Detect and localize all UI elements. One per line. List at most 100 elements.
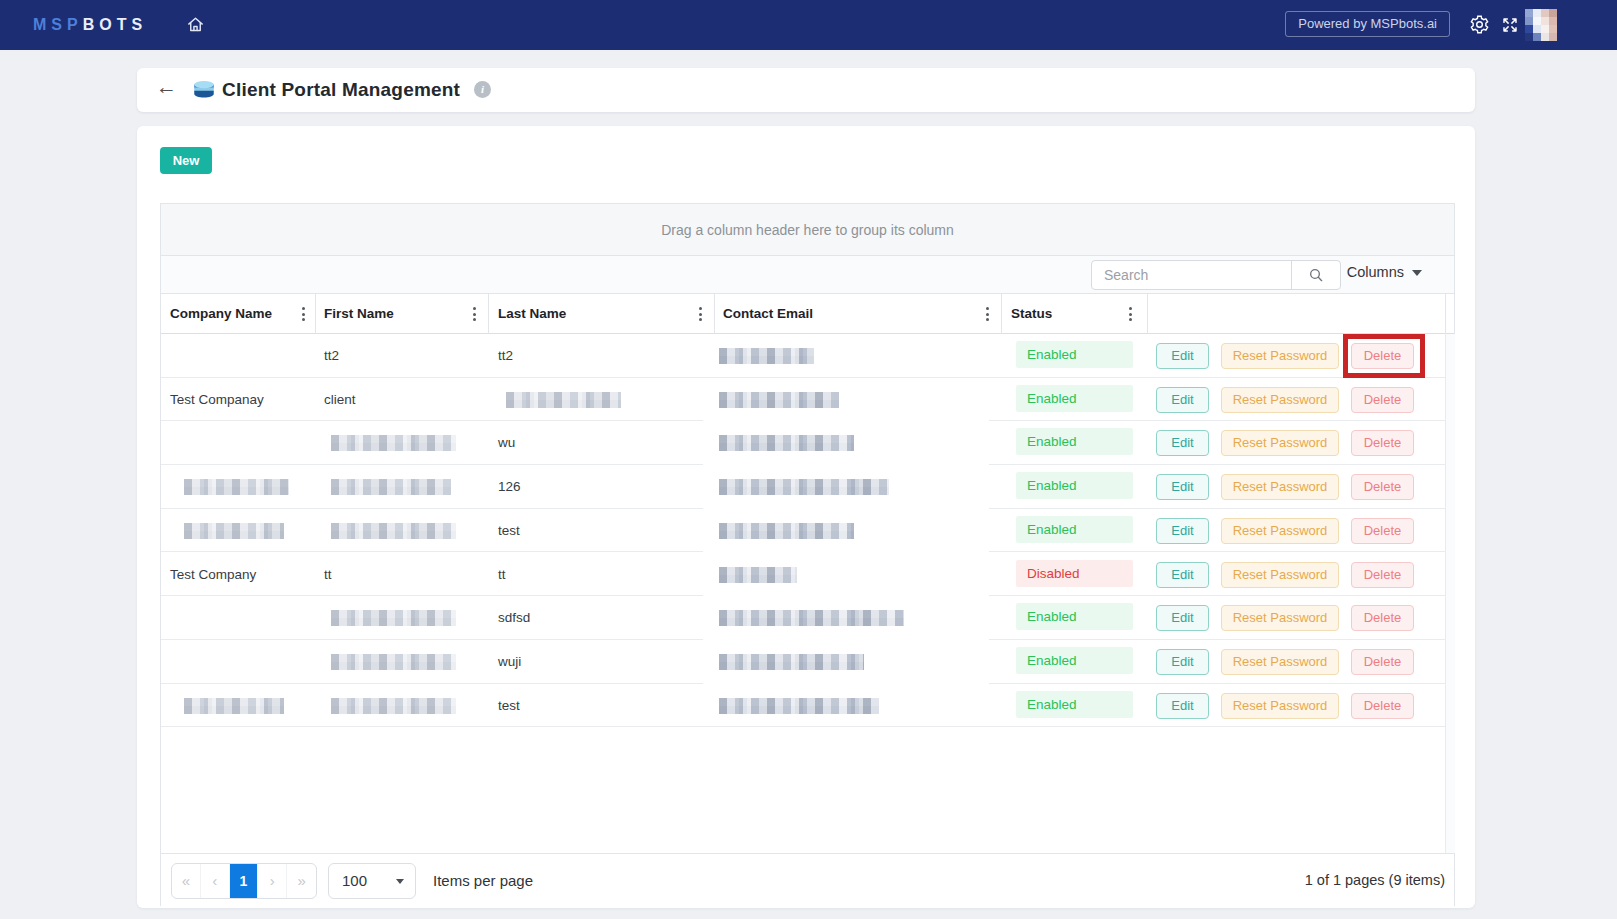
column-header[interactable]: Last Name <box>498 294 566 334</box>
company-cell: Test Company <box>170 553 256 596</box>
column-divider <box>1001 294 1002 334</box>
last-cell: 126 <box>498 465 521 508</box>
last-cell: test <box>498 684 520 727</box>
column-divider <box>1147 294 1148 334</box>
email-redacted <box>719 654 864 670</box>
edit-button[interactable]: Edit <box>1156 387 1209 413</box>
column-menu-icon[interactable] <box>302 307 305 324</box>
last-cell: test <box>498 509 520 552</box>
reset-password-button[interactable]: Reset Password <box>1221 387 1339 413</box>
status-badge: Enabled <box>1016 472 1133 499</box>
current-page-button[interactable]: 1 <box>230 864 259 898</box>
fullscreen-expand-icon[interactable] <box>1501 16 1519 38</box>
edit-button[interactable]: Edit <box>1156 649 1209 675</box>
column-header[interactable]: First Name <box>324 294 394 334</box>
edit-button[interactable]: Edit <box>1156 474 1209 500</box>
search-input-wrap <box>1091 260 1341 290</box>
delete-button[interactable]: Delete <box>1351 605 1414 631</box>
reset-password-button[interactable]: Reset Password <box>1221 518 1339 544</box>
info-icon[interactable]: i <box>474 81 491 98</box>
edit-button[interactable]: Edit <box>1156 343 1209 369</box>
reset-password-button[interactable]: Reset Password <box>1221 343 1339 369</box>
settings-gear-icon[interactable] <box>1469 14 1490 39</box>
user-avatar[interactable] <box>1525 9 1557 41</box>
delete-button[interactable]: Delete <box>1351 649 1414 675</box>
top-navbar: MSPBOTS Powered by MSPbots.ai <box>0 0 1617 50</box>
first-redacted <box>331 610 456 626</box>
columns-dropdown[interactable]: Columns <box>1347 264 1422 280</box>
delete-button[interactable]: Delete <box>1351 562 1414 588</box>
table-row[interactable]: tt2tt2EnabledEditReset PasswordDelete <box>161 334 1454 378</box>
company-redacted <box>184 523 284 539</box>
reset-password-button[interactable]: Reset Password <box>1221 430 1339 456</box>
email-redacted <box>719 479 889 495</box>
search-input[interactable] <box>1092 261 1292 289</box>
company-redacted <box>184 698 284 714</box>
powered-by-button[interactable]: Powered by MSPbots.ai <box>1285 11 1450 37</box>
status-badge: Enabled <box>1016 691 1133 718</box>
status-badge: Enabled <box>1016 603 1133 630</box>
column-menu-icon[interactable] <box>1129 307 1132 324</box>
reset-password-button[interactable]: Reset Password <box>1221 693 1339 719</box>
back-arrow-button[interactable]: ← <box>156 75 177 99</box>
vertical-scrollbar[interactable] <box>1445 334 1455 853</box>
edit-button[interactable]: Edit <box>1156 693 1209 719</box>
edit-button[interactable]: Edit <box>1156 430 1209 456</box>
first-redacted <box>331 479 451 495</box>
page-summary: 1 of 1 pages (9 items) <box>1305 872 1445 888</box>
email-redacted <box>719 392 839 408</box>
edit-button[interactable]: Edit <box>1156 562 1209 588</box>
email-redacted <box>719 348 814 364</box>
reset-password-button[interactable]: Reset Password <box>1221 605 1339 631</box>
delete-button[interactable]: Delete <box>1351 430 1414 456</box>
first-redacted <box>331 654 456 670</box>
page-header: ← Client Portal Management i <box>137 68 1475 112</box>
pagination-bar: « ‹ 1 › » 100 Items per page 1 of 1 page… <box>161 853 1454 906</box>
status-badge: Disabled <box>1016 560 1133 587</box>
column-header[interactable]: Status <box>1011 294 1052 334</box>
column-divider <box>1445 294 1446 334</box>
company-redacted <box>184 479 289 495</box>
home-icon[interactable] <box>186 15 205 38</box>
last-cell: wuji <box>498 640 521 683</box>
grid-rows: tt2tt2EnabledEditReset PasswordDeleteTes… <box>161 334 1454 853</box>
delete-button[interactable]: Delete <box>1351 387 1414 413</box>
prev-page-button[interactable]: ‹ <box>201 864 230 898</box>
grid-toolbar: Columns <box>161 256 1454 294</box>
delete-button[interactable]: Delete <box>1351 343 1414 369</box>
column-menu-icon[interactable] <box>473 307 476 324</box>
email-redacted <box>719 523 854 539</box>
delete-button[interactable]: Delete <box>1351 474 1414 500</box>
email-redacted <box>719 698 879 714</box>
column-divider <box>315 294 316 334</box>
first-redacted <box>331 698 456 714</box>
data-grid: Drag a column header here to group its c… <box>160 203 1455 906</box>
column-header[interactable]: Contact Email <box>723 294 813 334</box>
group-panel[interactable]: Drag a column header here to group its c… <box>161 204 1454 256</box>
next-page-button[interactable]: › <box>258 864 287 898</box>
status-badge: Enabled <box>1016 428 1133 455</box>
status-badge: Enabled <box>1016 385 1133 412</box>
column-header[interactable]: Company Name <box>170 294 272 334</box>
first-page-button[interactable]: « <box>172 864 201 898</box>
search-icon[interactable] <box>1291 261 1340 289</box>
reset-password-button[interactable]: Reset Password <box>1221 649 1339 675</box>
edit-button[interactable]: Edit <box>1156 518 1209 544</box>
brand-logo[interactable]: MSPBOTS <box>33 16 147 34</box>
column-menu-icon[interactable] <box>699 307 702 324</box>
grid-header-row: Company Name First Name Last Name Contact E… <box>161 294 1454 334</box>
delete-button[interactable]: Delete <box>1351 693 1414 719</box>
last-page-button[interactable]: » <box>287 864 316 898</box>
delete-button[interactable]: Delete <box>1351 518 1414 544</box>
email-redacted <box>719 435 854 451</box>
reset-password-button[interactable]: Reset Password <box>1221 562 1339 588</box>
status-badge: Enabled <box>1016 647 1133 674</box>
reset-password-button[interactable]: Reset Password <box>1221 474 1339 500</box>
page-size-select[interactable]: 100 <box>328 863 416 899</box>
pager-buttons: « ‹ 1 › » <box>171 863 317 899</box>
column-menu-icon[interactable] <box>986 307 989 324</box>
new-button[interactable]: New <box>160 147 212 174</box>
edit-button[interactable]: Edit <box>1156 605 1209 631</box>
email-redacted <box>719 610 904 626</box>
last-cell: wu <box>498 421 515 464</box>
